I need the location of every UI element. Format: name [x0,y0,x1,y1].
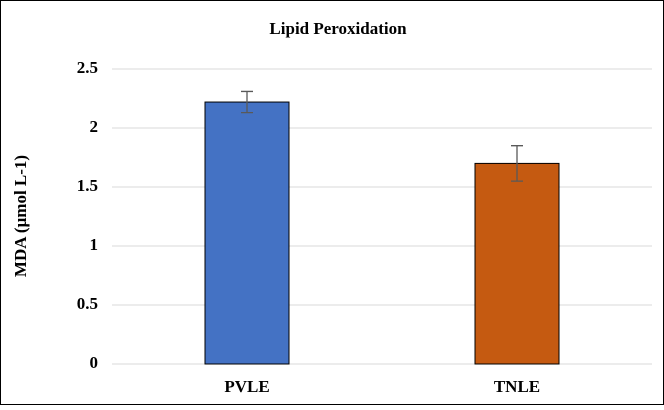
error-bar [511,145,523,182]
error-bar [241,90,253,114]
bar [204,101,290,365]
chart-title: Lipid Peroxidation [269,19,407,38]
x-tick-label: TNLE [494,377,540,396]
y-tick-label: 1 [90,235,99,254]
y-tick-label: 0.5 [77,294,98,313]
x-tick-label: PVLE [224,377,269,396]
y-tick-label: 2 [90,117,99,136]
y-tick-label: 0 [90,353,99,372]
y-tick-label: 2.5 [77,58,98,77]
y-tick-label: 1.5 [77,176,98,195]
bar [474,162,560,365]
y-axis-label: MDA (µmol L-1) [11,155,30,277]
